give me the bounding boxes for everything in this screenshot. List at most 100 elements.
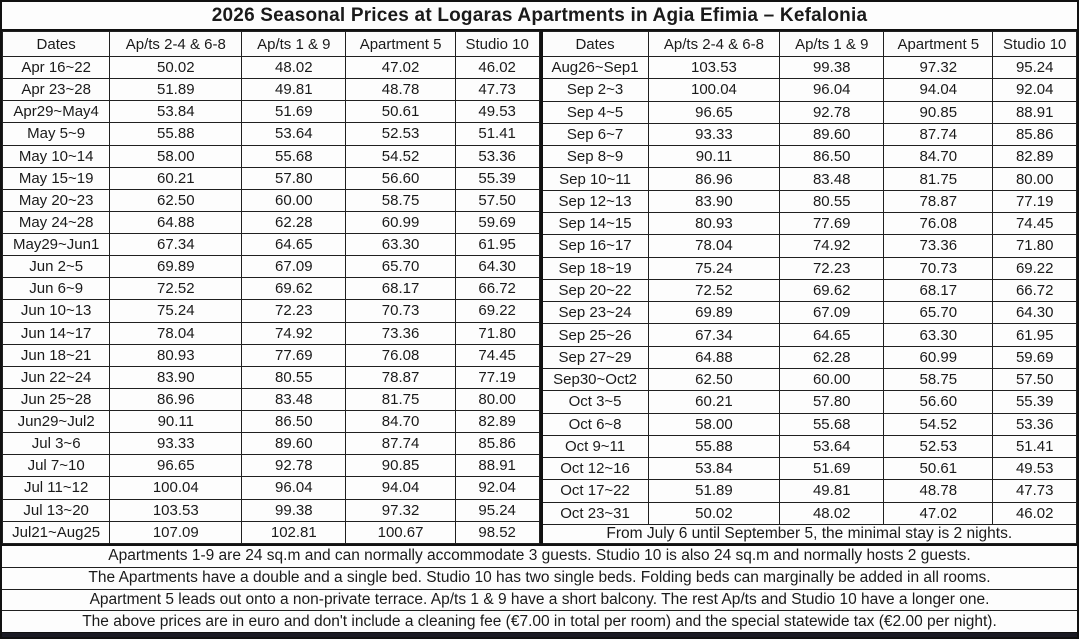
table-row: Jun 10~13 75.24 72.23 70.73 69.22: [2, 299, 540, 323]
price-cell: 86.96: [647, 167, 781, 191]
column-header-studio-10: Studio 10: [454, 31, 540, 57]
table-row: Jun 18~21 80.93 77.69 76.08 74.45: [2, 343, 540, 367]
price-cell: 72.23: [241, 299, 347, 323]
table-row: Jun29~Jul2 90.11 86.50 84.70 82.89: [2, 409, 540, 434]
price-cell: 73.36: [883, 234, 994, 258]
date-cell: Sep 12~13: [540, 189, 649, 213]
price-cell: 74.92: [241, 321, 347, 345]
date-cell: Jun 2~5: [2, 255, 111, 279]
price-cell: 71.80: [454, 321, 540, 345]
price-cell: 77.69: [241, 343, 347, 367]
price-cell: 48.78: [883, 479, 994, 503]
date-cell: Sep 14~15: [540, 211, 649, 236]
price-cell: 61.95: [454, 232, 540, 257]
table-row: Sep 16~17 78.04 74.92 73.36 71.80: [540, 234, 1077, 258]
price-cell: 69.62: [241, 277, 347, 301]
table-row: Jun 25~28 86.96 83.48 81.75 80.00: [2, 387, 540, 412]
price-cell: 80.55: [241, 365, 347, 389]
column-header-apartment-5: Apartment 5: [345, 31, 456, 57]
table-row: Oct 6~8 58.00 55.68 54.52 53.36: [540, 412, 1077, 436]
price-cell: 81.75: [345, 387, 456, 412]
price-cell: 92.04: [992, 78, 1077, 102]
price-cell: 64.65: [779, 323, 885, 347]
price-cell: 74.45: [992, 211, 1077, 236]
price-cell: 97.32: [883, 55, 994, 80]
table-row: Jul 11~12 100.04 96.04 94.04 92.04: [2, 476, 540, 500]
table-row: May 20~23 62.50 60.00 58.75 57.50: [2, 188, 540, 212]
date-cell: Jul 13~20: [2, 498, 111, 522]
price-cell: 57.50: [454, 188, 540, 212]
table-row: Oct 17~22 51.89 49.81 48.78 47.73: [540, 479, 1077, 503]
price-cell: 60.00: [779, 367, 885, 392]
price-cell: 60.99: [883, 345, 994, 369]
price-cell: 98.52: [454, 520, 540, 545]
date-cell: Apr 23~28: [2, 78, 111, 102]
min-stay-row: From July 6 until September 5, the minim…: [540, 524, 1077, 544]
date-cell: Aug26~Sep1: [540, 55, 649, 80]
table-row: Jun 22~24 83.90 80.55 78.87 77.19: [2, 365, 540, 389]
date-cell: Oct 6~8: [540, 412, 649, 436]
price-cell: 69.89: [109, 255, 243, 279]
price-cell: 50.02: [109, 55, 243, 80]
price-cell: 83.90: [109, 365, 243, 389]
price-cell: 96.04: [779, 78, 885, 102]
min-stay-note: From July 6 until September 5, the minim…: [540, 524, 1077, 544]
date-cell: Oct 9~11: [540, 434, 649, 459]
price-cell: 93.33: [647, 122, 781, 147]
price-cell: 78.87: [345, 365, 456, 389]
price-cell: 49.81: [779, 479, 885, 503]
price-cell: 74.45: [454, 343, 540, 367]
price-cell: 46.02: [992, 501, 1077, 526]
price-cell: 90.85: [883, 100, 994, 124]
page-title: 2026 Seasonal Prices at Logaras Apartmen…: [2, 2, 1077, 31]
price-cell: 55.39: [454, 166, 540, 190]
price-cell: 86.96: [109, 387, 243, 412]
price-cell: 52.53: [883, 434, 994, 459]
price-cell: 70.73: [345, 299, 456, 323]
price-cell: 46.02: [454, 55, 540, 80]
price-cell: 96.65: [109, 454, 243, 478]
price-cell: 96.04: [241, 476, 347, 500]
table-row: Apr29~May4 53.84 51.69 50.61 49.53: [2, 100, 540, 124]
table-row: May 10~14 58.00 55.68 54.52 53.36: [2, 144, 540, 168]
price-cell: 92.78: [779, 100, 885, 124]
table-row: Sep 20~22 72.52 69.62 68.17 66.72: [540, 278, 1077, 303]
footnote-terrace-balcony: Apartment 5 leads out onto a non-private…: [2, 588, 1077, 611]
table-row: Apr 16~22 50.02 48.02 47.02 46.02: [2, 55, 540, 80]
price-cell: 78.87: [883, 189, 994, 213]
price-cell: 56.60: [883, 390, 994, 414]
price-cell: 53.36: [454, 144, 540, 168]
table-row: Jun 2~5 69.89 67.09 65.70 64.30: [2, 255, 540, 279]
column-header-apartment-5: Apartment 5: [883, 31, 994, 57]
column-header-apts-1-9: Ap/ts 1 & 9: [779, 31, 885, 57]
price-cell: 74.92: [779, 234, 885, 258]
price-cell: 100.04: [647, 78, 781, 102]
price-cell: 60.00: [241, 188, 347, 212]
price-cell: 55.68: [241, 144, 347, 168]
price-cell: 47.73: [454, 78, 540, 102]
table-row: Sep 12~13 83.90 80.55 78.87 77.19: [540, 189, 1077, 213]
date-cell: Jul 3~6: [2, 432, 111, 456]
price-cell: 90.11: [647, 145, 781, 169]
price-cell: 55.88: [647, 434, 781, 459]
price-cell: 86.50: [779, 145, 885, 169]
price-cell: 89.60: [241, 432, 347, 456]
date-cell: Sep 2~3: [540, 78, 649, 102]
price-cell: 66.72: [992, 278, 1077, 303]
price-cell: 77.19: [454, 365, 540, 389]
table-row: Jul 7~10 96.65 92.78 90.85 88.91: [2, 454, 540, 478]
date-cell: Apr29~May4: [2, 100, 111, 124]
column-header-apts-2-4-6-8: Ap/ts 2-4 & 6-8: [647, 31, 781, 57]
date-cell: May29~Jun1: [2, 232, 111, 257]
footnote-capacity: Apartments 1-9 are 24 sq.m and can norma…: [2, 544, 1077, 567]
table-row: Sep 14~15 80.93 77.69 76.08 74.45: [540, 211, 1077, 236]
price-cell: 55.68: [779, 412, 885, 436]
right-header-row: Dates Ap/ts 2-4 & 6-8 Ap/ts 1 & 9 Apartm…: [540, 31, 1077, 57]
price-cell: 83.90: [647, 189, 781, 213]
date-cell: May 24~28: [2, 210, 111, 235]
price-cell: 95.24: [992, 55, 1077, 80]
column-header-studio-10: Studio 10: [992, 31, 1077, 57]
price-cell: 53.36: [992, 412, 1077, 436]
price-cell: 80.93: [109, 343, 243, 367]
price-cell: 53.84: [647, 457, 781, 481]
